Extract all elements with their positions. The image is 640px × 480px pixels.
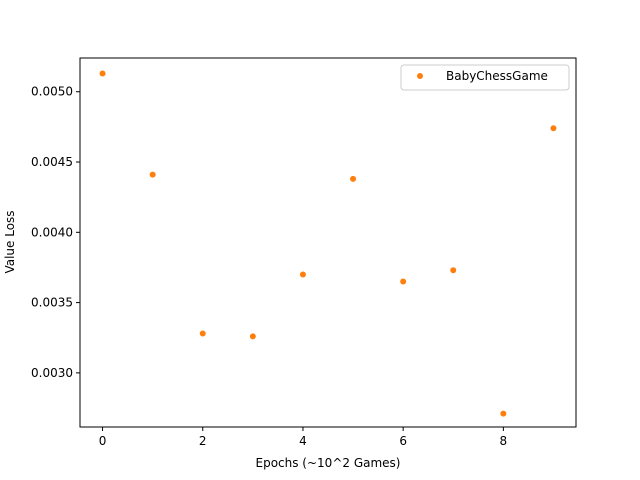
data-point (500, 410, 507, 417)
legend: BabyChessGame (400, 64, 570, 91)
y-tick-label: 0.0040 (31, 225, 73, 239)
plot-area (80, 58, 576, 427)
x-tick-label: 4 (299, 434, 307, 448)
y-tick-label: 0.0050 (31, 85, 73, 99)
x-tick-label: 2 (199, 434, 207, 448)
data-point (299, 271, 306, 278)
data-point (350, 175, 357, 182)
y-axis-label: Value Loss (3, 210, 17, 273)
data-point (199, 330, 206, 337)
x-tick-label: 6 (399, 434, 407, 448)
data-point (99, 70, 106, 77)
y-tick-label: 0.0030 (31, 366, 73, 380)
x-axis-label: Epochs (~10^2 Games) (256, 456, 401, 470)
data-point (550, 125, 557, 132)
legend-label: BabyChessGame (446, 69, 548, 83)
plot-frame (79, 57, 577, 428)
y-axis-ticks: 0.0030 0.0035 0.0040 0.0045 0.0050 (31, 85, 80, 380)
data-point (149, 171, 156, 178)
y-tick-label: 0.0045 (31, 155, 73, 169)
data-points (99, 70, 557, 417)
x-tick-label: 8 (500, 434, 508, 448)
data-point (400, 278, 407, 285)
y-tick-label: 0.0035 (31, 296, 73, 310)
x-axis-ticks: 0 2 4 6 8 (99, 427, 507, 448)
legend-marker (417, 73, 423, 79)
x-tick-label: 0 (99, 434, 107, 448)
data-point (450, 267, 457, 274)
legend-box (400, 64, 570, 91)
data-point (249, 333, 256, 340)
